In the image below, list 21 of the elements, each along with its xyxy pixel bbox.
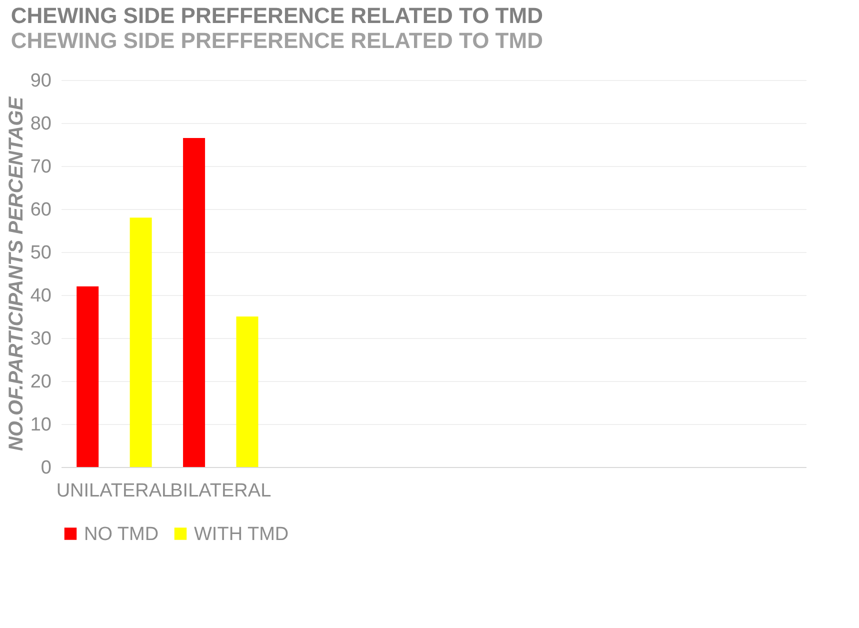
bar [76,286,99,467]
chart-title: CHEWING SIDE PREFFERENCE RELATED TO TMD [10,3,543,28]
y-tick-label: 60 [30,200,52,220]
chart-subtitle: CHEWING SIDE PREFFERENCE RELATED TO TMD [10,28,543,53]
y-tick-label: 20 [30,372,52,392]
bar [236,316,258,467]
legend-label: WITH TMD [194,524,289,545]
legend-label: NO TMD [84,524,159,545]
y-tick-label: 40 [30,286,52,306]
y-tick-label: 80 [30,114,52,134]
y-tick-label: 10 [30,414,52,436]
x-tick-label: UNILATERAL [56,480,172,502]
y-tick-label: 0 [40,458,52,478]
y-tick-label: 90 [30,70,52,92]
bar [130,218,152,467]
y-axis-title: NO.OF.PARTICIPANTS PERCENTAGE [5,96,28,452]
bar [183,138,206,467]
y-tick-label: 30 [30,328,52,350]
y-tick-label: 70 [30,156,52,178]
x-tick-label: BILATERAL [170,480,272,502]
y-tick-label: 50 [30,242,52,264]
